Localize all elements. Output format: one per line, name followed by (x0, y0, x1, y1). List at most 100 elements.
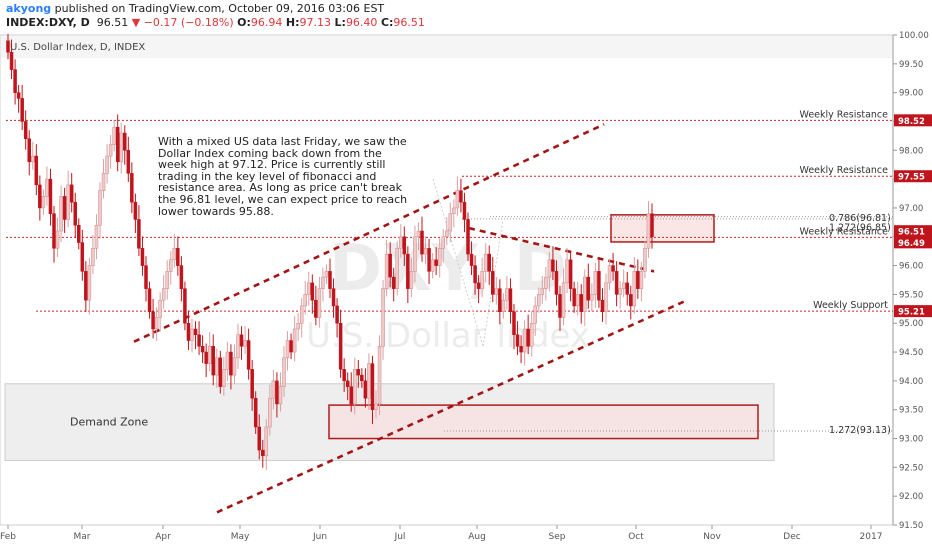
candle-body (69, 184, 74, 203)
candle-body (140, 248, 145, 266)
candle-body (55, 230, 60, 249)
candle-body (257, 426, 261, 451)
candle-body (23, 121, 28, 140)
candle-body (31, 155, 35, 163)
candle-body (126, 150, 131, 174)
candle-body (618, 288, 622, 295)
candle-body (505, 288, 509, 301)
candle-body (597, 271, 601, 301)
low-value: 96.40 (345, 16, 378, 29)
candle-body (296, 322, 300, 330)
candle-body (299, 305, 304, 324)
open-label: O: (237, 16, 251, 29)
candle-body (112, 126, 116, 145)
candle-body (448, 213, 453, 232)
candle-body (80, 242, 85, 272)
candle-body (568, 259, 573, 289)
ohlc-line: INDEX:DXY, D 96.51 ▼ −0.17 (−0.18%) O:96… (6, 16, 425, 29)
candle-body (232, 357, 237, 376)
candle-body (367, 363, 371, 399)
candle-body (537, 294, 541, 307)
candle-body (413, 236, 417, 272)
price-tag-label: 95.21 (898, 308, 925, 318)
level-label: Weekly Resistance (799, 226, 888, 237)
candle-body (321, 276, 325, 289)
candle-body (9, 52, 14, 70)
candle-body (278, 386, 283, 405)
x-tick-label: Aug (468, 532, 486, 542)
candle-body (123, 132, 127, 151)
candle-body (512, 311, 516, 336)
demand-zone-label: Demand Zone (70, 415, 148, 428)
candle-body (342, 369, 346, 382)
candle-body (416, 230, 421, 238)
candle-body (586, 276, 591, 301)
fib-label: 0.786(96.81) (829, 213, 891, 224)
candle-body (349, 386, 353, 405)
candle-body (133, 201, 138, 220)
helper-line (432, 178, 484, 347)
price-chart[interactable]: U.S. Dollar Index, D, INDEX DXY, D U.S. Do… (0, 30, 932, 550)
price-tag-label: 96.49 (898, 239, 925, 249)
candle-body (399, 236, 403, 249)
price-tag-label: 97.55 (898, 173, 925, 183)
candle-body (491, 271, 495, 295)
candle-body (200, 346, 205, 353)
author-link[interactable]: akyong (6, 2, 52, 15)
candle-body (98, 190, 102, 226)
candle-body (282, 357, 286, 387)
candle-body (441, 236, 445, 249)
candle-body (292, 328, 297, 353)
candle-body (268, 397, 272, 428)
y-tick-label: 96.00 (899, 262, 923, 272)
publish-header: akyong published on TradingView.com, Oct… (0, 0, 932, 30)
candle-body (575, 294, 580, 307)
y-tick-label: 92.00 (899, 492, 923, 502)
price-tag (894, 305, 932, 318)
candle-body (353, 369, 357, 405)
candle-body (169, 259, 173, 272)
candle-body (558, 294, 562, 318)
candle-body (494, 288, 499, 295)
candle-body (144, 265, 148, 289)
upper-channel-line (133, 123, 605, 343)
candle-body (105, 155, 109, 174)
candle-body (229, 351, 233, 376)
candle-body (52, 213, 56, 249)
low-label: L: (334, 16, 346, 29)
x-tick-label: Feb (0, 532, 16, 542)
candle-body (147, 288, 152, 312)
candle-body (384, 253, 389, 289)
candle-body (271, 380, 276, 399)
candle-body (101, 173, 106, 191)
candle-body (395, 248, 399, 289)
candle-body (303, 294, 307, 307)
y-tick-label: 93.50 (899, 406, 923, 416)
x-tick-label: Oct (628, 532, 644, 542)
candle-body (356, 369, 361, 376)
price-tag (894, 114, 932, 127)
candle-body (466, 219, 470, 255)
candle-body (529, 322, 534, 347)
candle-body (328, 271, 332, 289)
x-tick-label: Apr (155, 532, 171, 542)
candle-body (87, 265, 92, 301)
candle-body (207, 346, 212, 364)
candle-body (314, 299, 318, 318)
candle-body (38, 184, 42, 209)
candle-body (261, 449, 265, 457)
price-tag (894, 170, 932, 183)
candle-body (473, 265, 477, 284)
candle-body (193, 328, 198, 336)
candle-body (498, 288, 502, 312)
x-tick-label: Nov (703, 532, 721, 542)
close-value: 96.51 (393, 16, 425, 29)
candle-body (437, 248, 442, 266)
publish-info: published on TradingView.com, October 09… (54, 2, 385, 15)
candle-body (544, 276, 548, 289)
candle-body (324, 271, 329, 278)
candle-body (239, 334, 244, 347)
candle-body (579, 294, 583, 312)
candle-body (48, 178, 53, 214)
watermark-name: U.S. Dollar Index (306, 316, 590, 356)
